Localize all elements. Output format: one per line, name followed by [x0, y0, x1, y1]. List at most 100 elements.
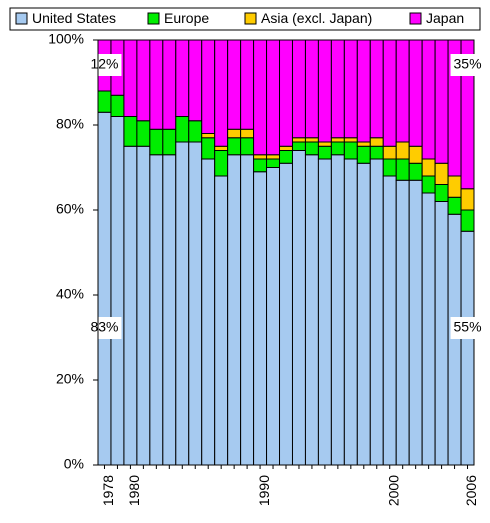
legend-swatch: [244, 12, 257, 25]
bar-segment: [188, 39, 203, 122]
bar-segment: [201, 39, 216, 134]
bar-segment: [149, 39, 164, 130]
bar-segment: [304, 154, 319, 466]
x-tick-label: 2006: [463, 475, 479, 506]
bar-segment: [214, 145, 229, 151]
legend-swatch: [15, 12, 28, 25]
bar-segment: [279, 39, 293, 147]
bar-segment: [149, 154, 164, 466]
value-label: 35%: [454, 56, 482, 72]
bar-segment: [356, 141, 371, 147]
bar-segment: [382, 158, 397, 177]
bar-segment: [330, 141, 345, 156]
bar-segment: [343, 141, 358, 160]
bar-segment: [136, 120, 151, 147]
bar-segment: [253, 39, 268, 156]
bar-segment: [369, 39, 384, 139]
bar-segment: [434, 201, 449, 466]
bar-segment: [279, 150, 293, 164]
bar-segment: [317, 158, 332, 466]
bar-segment: [291, 150, 306, 466]
bar-segment: [227, 128, 242, 139]
bar-segment: [395, 179, 410, 466]
bar-segment: [447, 196, 462, 215]
bar-segment: [149, 128, 164, 156]
bar-segment: [214, 150, 229, 177]
bar-segment: [97, 90, 112, 113]
bar-segment: [447, 213, 462, 466]
bar-segment: [408, 39, 423, 147]
bar-segment: [201, 158, 216, 466]
bar-segment: [369, 137, 384, 147]
label-box: [450, 317, 485, 339]
bar-segment: [136, 145, 151, 466]
bar-segment: [201, 137, 216, 160]
y-tick-label: 20%: [56, 371, 84, 387]
bar-segment: [227, 137, 242, 156]
bar-segment: [240, 128, 255, 139]
bar-segment: [227, 39, 242, 130]
bar-segment: [214, 39, 229, 147]
bar-segment: [330, 39, 345, 139]
bar-segment: [447, 175, 462, 198]
legend-label: United States: [32, 10, 116, 26]
bar-segment: [304, 39, 319, 139]
y-tick-label: 0%: [64, 456, 84, 472]
bar-segment: [253, 158, 268, 173]
bar-segment: [162, 154, 177, 466]
bar-segment: [136, 39, 151, 122]
bar-segment: [175, 39, 190, 117]
bar-segment: [291, 39, 306, 139]
bar-segment: [395, 141, 410, 160]
bar-segment: [188, 120, 203, 143]
bar-segment: [343, 158, 358, 466]
bar-segment: [369, 145, 384, 160]
x-tick-label: 1978: [100, 475, 116, 506]
bar-segment: [343, 137, 358, 143]
bar-segment: [356, 39, 371, 143]
y-tick-label: 40%: [56, 286, 84, 302]
value-label: 12%: [90, 56, 118, 72]
bar-segment: [434, 184, 449, 202]
bar-segment: [123, 39, 138, 117]
bar-segment: [110, 94, 125, 117]
bar-segment: [110, 116, 125, 466]
bar-segment: [434, 39, 449, 164]
bar-segment: [279, 145, 293, 151]
bar-segment: [201, 133, 216, 139]
bar-segment: [395, 39, 410, 143]
bar-segment: [162, 39, 177, 130]
bar-segment: [356, 162, 371, 466]
bar-segment: [460, 230, 475, 466]
bar-segment: [382, 39, 397, 147]
bar-segment: [317, 145, 332, 160]
y-tick-label: 60%: [56, 201, 84, 217]
bar-segment: [421, 192, 436, 466]
value-label: 55%: [454, 319, 482, 335]
bar-segment: [369, 158, 384, 466]
bar-segment: [356, 145, 371, 164]
legend-swatch: [409, 12, 422, 25]
bar-segment: [343, 39, 358, 139]
x-tick-label: 1990: [256, 475, 272, 506]
bar-segment: [123, 116, 138, 147]
bar-segment: [434, 162, 449, 185]
bar-segment: [421, 158, 436, 177]
bar-segment: [408, 179, 423, 466]
y-tick-label: 100%: [48, 31, 84, 47]
bar-segment: [279, 162, 293, 466]
bar-segment: [175, 116, 190, 143]
label-box: [87, 54, 122, 76]
bar-segment: [123, 145, 138, 466]
y-tick-label: 80%: [56, 116, 84, 132]
bar-segment: [421, 175, 436, 194]
bar-segment: [253, 154, 268, 160]
bar-segment: [162, 128, 177, 156]
bar-segment: [460, 209, 475, 232]
bar-segment: [227, 154, 242, 466]
bar-segment: [240, 137, 255, 156]
bar-segment: [408, 162, 423, 181]
value-label: 83%: [90, 319, 118, 335]
bar-segment: [188, 141, 203, 466]
bar-segment: [317, 39, 332, 143]
